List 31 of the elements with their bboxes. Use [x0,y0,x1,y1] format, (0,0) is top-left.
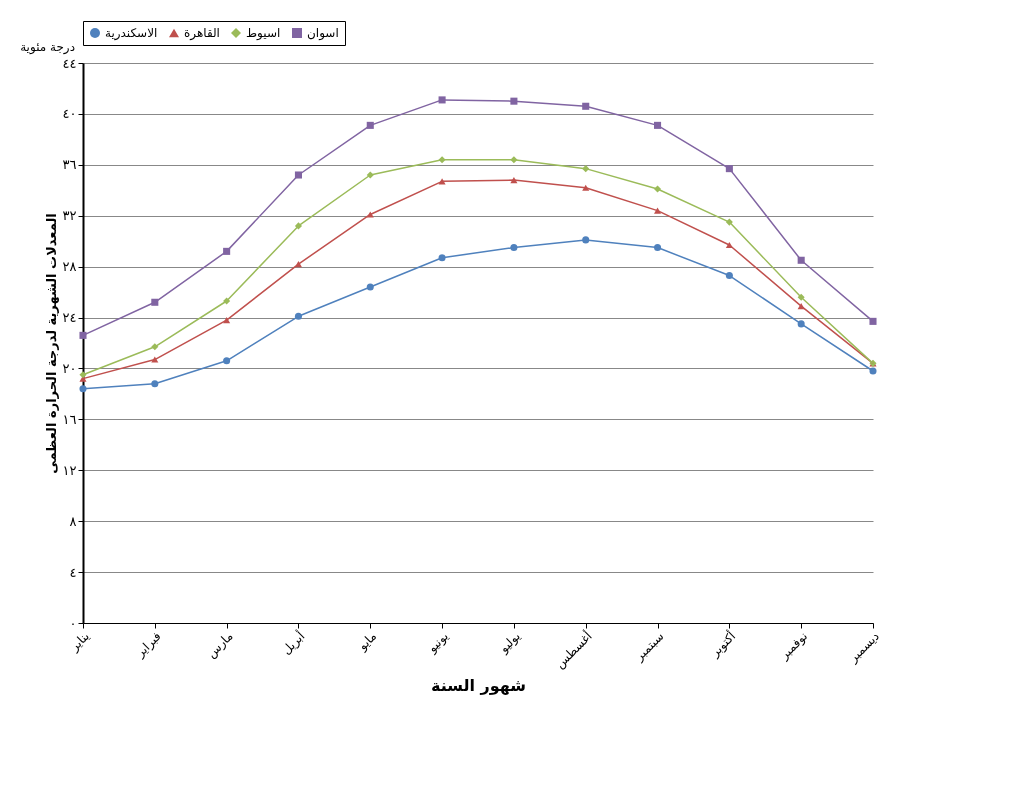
y-tick-label: ٢٨ [62,259,77,275]
y-tick-label: ٤٠ [62,106,77,122]
y-tick-label: ٨ [69,513,77,529]
x-tick-label: فبراير [132,629,165,662]
x-tick-label: سبتمبر [631,629,668,665]
y-tick-label: ٠ [69,615,77,631]
text: درجة مئوية [20,40,75,55]
y-tick-label: ٤٤ [62,55,77,71]
x-tick-label: يونيو [424,629,452,657]
x-tick-label: يوليو [496,629,524,657]
x-tick-label: ديسمبر [845,629,883,667]
x-tick-label: أبريل [278,628,309,658]
x-tick-label: نوفمبر [776,629,811,664]
x-tick-label: أغسطس [551,628,596,672]
y-tick-label: ٤ [69,564,77,580]
x-tick-label: مارس [204,629,237,662]
y-axis-title: المعدلات الشهرية لدرجة الحرارة العظمى [43,213,59,474]
y-tick-label: ٣٢ [62,208,77,224]
x-tick-label: يناير [66,629,93,655]
legend-label: اسيوط [246,26,281,41]
y-tick-label: ٢٠ [62,360,77,376]
y-tick-label: ٣٦ [62,157,77,173]
y-tick-label: ٢٤ [62,310,77,326]
y-tick-label: ١٢ [62,462,77,478]
legend-label: الاسكندرية [105,26,158,41]
legend-label: القاهرة [184,26,220,41]
x-tick-label: مايو [354,629,380,655]
y-tick-label: ١٦ [62,411,77,427]
x-axis-title: شهور السنة [430,676,527,696]
legend-label: اسوان [307,26,339,41]
x-tick-label: أكتوبر [706,628,740,661]
